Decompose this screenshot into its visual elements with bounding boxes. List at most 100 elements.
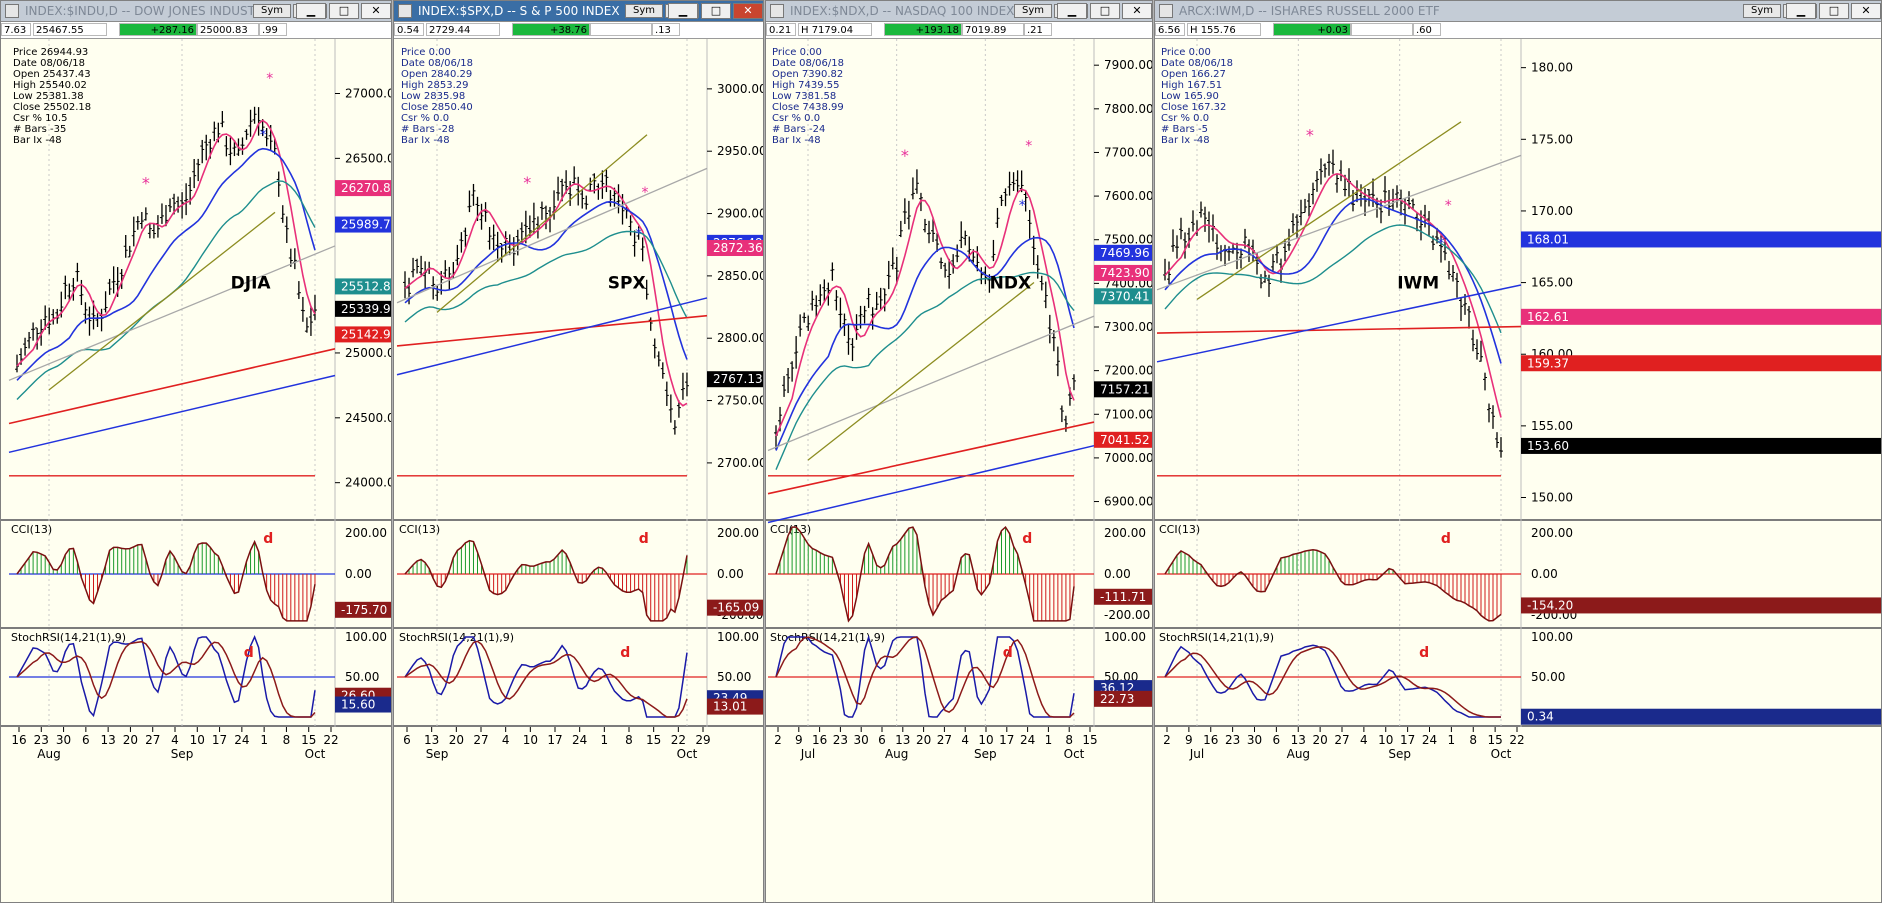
- y-tick-label: 7100.00: [1104, 407, 1153, 421]
- chart-canvas[interactable]: 3000.002950.002900.002850.002800.002750.…: [394, 1, 764, 903]
- close-button[interactable]: ✕: [361, 3, 391, 19]
- chart-canvas[interactable]: 180.00175.00170.00165.00160.00155.00150.…: [1155, 1, 1882, 903]
- ema-fast-line: [16, 119, 316, 367]
- info-line: Date 08/06/18: [1161, 58, 1233, 69]
- quote-open: 7019.89: [962, 23, 1024, 36]
- window-titlebar[interactable]: INDEX:$NDX,D -- NASDAQ 100 INDEXSymIntv▁…: [766, 1, 1152, 22]
- price-tag-value: 7469.96: [1100, 246, 1150, 260]
- chart-window-spx[interactable]: INDEX:$SPX,D -- S & P 500 INDEXSymIntv▁□…: [393, 0, 764, 903]
- ma-longest-line: [767, 444, 1095, 524]
- ma-mid-line: [404, 200, 688, 360]
- star-marker: *: [266, 71, 273, 87]
- chart-window-ndx[interactable]: INDEX:$NDX,D -- NASDAQ 100 INDEXSymIntv▁…: [765, 0, 1153, 903]
- star-marker: *: [642, 185, 649, 201]
- chart-window-djia[interactable]: INDEX:$INDU,D -- DOW JONES INDUSTRISymIn…: [0, 0, 392, 903]
- y-tick-label: 2700.00: [717, 456, 764, 470]
- price-tag-value: 25142.91: [341, 327, 392, 341]
- maximize-button[interactable]: □: [1819, 3, 1849, 19]
- price-tag-value: 25512.87: [341, 279, 392, 293]
- cci-tick-label: 0.00: [1531, 567, 1558, 581]
- stoch-k-line: [1164, 644, 1501, 718]
- month-label: Jul: [1189, 747, 1204, 761]
- info-line: High 25540.02: [13, 80, 87, 91]
- chart-canvas[interactable]: 7900.007800.007700.007600.007500.007400.…: [766, 1, 1153, 903]
- quote-extra: .13: [652, 23, 680, 36]
- price-tag-bg: [335, 216, 391, 233]
- maximize-button[interactable]: □: [701, 3, 731, 19]
- y-tick-label: 25000.00: [345, 346, 392, 360]
- close-button[interactable]: ✕: [733, 3, 763, 19]
- divergence-marker: d: [1441, 531, 1451, 547]
- close-button[interactable]: ✕: [1851, 3, 1881, 19]
- cci-tick-label: 200.00: [1531, 526, 1573, 540]
- window-icon: [1159, 4, 1173, 18]
- x-tick-label: 16: [11, 733, 26, 747]
- window-titlebar[interactable]: ARCX:IWM,D -- ISHARES RUSSELL 2000 ETF Sy…: [1155, 1, 1881, 22]
- sym-button[interactable]: Sym: [1014, 4, 1052, 18]
- stoch-tag-bg: [1094, 690, 1152, 707]
- olive-trendline: [48, 211, 276, 391]
- month-label: Aug: [1287, 747, 1310, 761]
- quote-extra: .60: [1413, 23, 1441, 36]
- x-tick-label: 8: [1065, 733, 1073, 747]
- divergence-marker: d: [620, 645, 630, 661]
- ma-longest-line: [396, 297, 708, 376]
- cci-tick-label: 0.00: [345, 567, 372, 581]
- sym-button[interactable]: Sym: [625, 4, 663, 18]
- price-tag-bg: [335, 326, 391, 343]
- minimize-button[interactable]: ▁: [296, 3, 326, 19]
- chart-canvas[interactable]: 27000.0026500.0026000.0025500.0025000.00…: [1, 1, 392, 903]
- stoch-tick-label: 100.00: [717, 630, 759, 644]
- star-marker: *: [1025, 139, 1032, 155]
- x-tick-label: 4: [502, 733, 510, 747]
- minimize-button[interactable]: ▁: [1786, 3, 1816, 19]
- price-tag-bg: [335, 278, 391, 295]
- ma-slow-line: [1164, 224, 1502, 334]
- month-label: Sep: [1388, 747, 1411, 761]
- info-line: Bar Ix -48: [772, 135, 821, 146]
- cci-tick-label: 200.00: [717, 526, 759, 540]
- x-tick-label: 13: [424, 733, 439, 747]
- x-tick-label: 2: [774, 733, 782, 747]
- info-line: Date 08/06/18: [401, 58, 473, 69]
- window-titlebar[interactable]: INDEX:$INDU,D -- DOW JONES INDUSTRISymIn…: [1, 1, 391, 22]
- x-tick-label: 1: [260, 733, 268, 747]
- close-button[interactable]: ✕: [1122, 3, 1152, 19]
- x-tick-label: 27: [473, 733, 488, 747]
- y-tick-label: 155.00: [1531, 419, 1573, 433]
- cci-tick-label: 0.00: [717, 567, 744, 581]
- star-marker: *: [1019, 198, 1026, 214]
- info-line: # Bars -28: [401, 124, 454, 135]
- x-tick-label: 16: [812, 733, 827, 747]
- minimize-button[interactable]: ▁: [1057, 3, 1087, 19]
- maximize-button[interactable]: □: [1090, 3, 1120, 19]
- quote-price: H 7179.04: [798, 23, 872, 36]
- x-tick-label: 10: [523, 733, 538, 747]
- info-line: Close 7438.99: [772, 102, 844, 113]
- stoch-title: StochRSI(14,21(1),9): [1159, 631, 1274, 644]
- x-tick-label: 9: [1185, 733, 1193, 747]
- cci-title: CCI(13): [1159, 523, 1200, 536]
- window-titlebar[interactable]: INDEX:$SPX,D -- S & P 500 INDEXSymIntv▁□…: [394, 1, 763, 22]
- sym-button[interactable]: Sym: [1743, 4, 1781, 18]
- stoch-tick-label: 50.00: [345, 670, 379, 684]
- price-tag-value: 2767.13: [713, 372, 763, 386]
- price-tag-value: 168.01: [1527, 232, 1569, 246]
- minimize-button[interactable]: ▁: [668, 3, 698, 19]
- price-tag-bg: [1094, 264, 1152, 281]
- y-tick-label: 7800.00: [1104, 102, 1153, 116]
- price-tag: 25512.87: [335, 278, 392, 295]
- ema-fast-line: [775, 188, 1075, 437]
- x-tick-label: 1: [1448, 733, 1456, 747]
- price-tag-value: 26270.81: [341, 181, 392, 195]
- cci-tag-value: -111.71: [1100, 590, 1146, 604]
- x-tick-label: 27: [1334, 733, 1349, 747]
- y-tick-label: 26500.00: [345, 151, 392, 165]
- window-title: ARCX:IWM,D -- ISHARES RUSSELL 2000 ETF: [1179, 4, 1440, 18]
- chart-window-iwm[interactable]: ARCX:IWM,D -- ISHARES RUSSELL 2000 ETF Sy…: [1154, 0, 1882, 903]
- olive-trendline: [436, 134, 648, 313]
- sym-button[interactable]: Sym: [253, 4, 291, 18]
- maximize-button[interactable]: □: [329, 3, 359, 19]
